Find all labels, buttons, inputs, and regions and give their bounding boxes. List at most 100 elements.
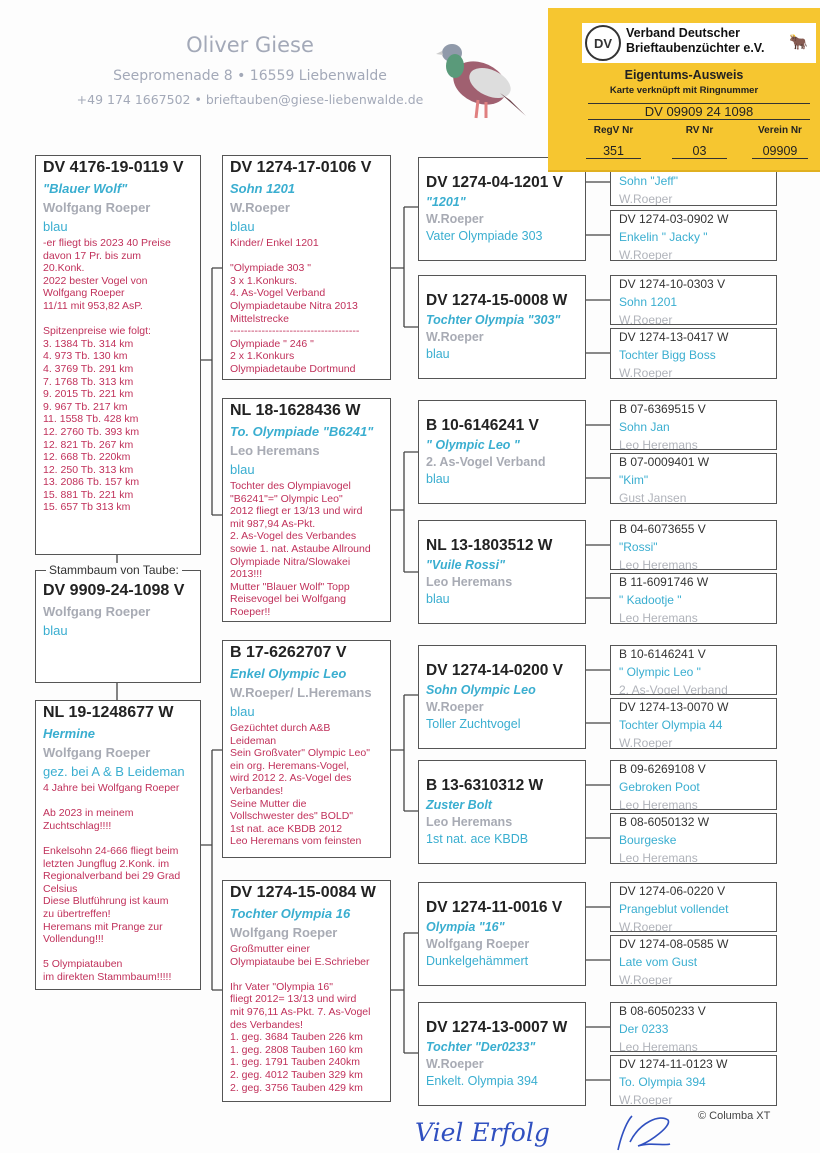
great-grandparent-card[interactable]: B 10-6146241 V " Olympic Leo " 2. As-Vogel…: [418, 400, 586, 504]
gg-grandparent-card-owner: Leo Heremans: [619, 438, 698, 450]
grandparent-card-notes: Gezüchtet durch A&B Leideman Sein Großva…: [230, 722, 370, 848]
father-color: blau: [43, 219, 68, 234]
gg-grandparent-card-ring: DV 1274-03-0902 W: [619, 212, 729, 226]
gg-grandparent-card-name: Sohn 1201: [619, 295, 678, 309]
gg-grandparent-card-owner: Leo Heremans: [619, 798, 698, 810]
gg-grandparent-card-name: "Kim": [619, 473, 649, 487]
gg-grandparent-card-owner: Leo Heremans: [619, 611, 698, 624]
grandparent-card-name: Enkel Olympic Leo: [230, 666, 347, 681]
mother-color: gez. bei A & B Leideman: [43, 764, 185, 779]
gg-grandparent-card[interactable]: DV 1274-11-0123 W To. Olympia 394 W.Roeper: [610, 1055, 777, 1106]
great-grandparent-card-col: blau: [426, 472, 450, 486]
gg-grandparent-card-owner: Leo Heremans: [619, 1040, 698, 1052]
grandparent-card-name: To. Olympiade "B6241": [230, 424, 374, 439]
great-grandparent-card-owner: Leo Heremans: [426, 575, 513, 589]
great-grandparent-card[interactable]: DV 1274-15-0008 W Tochter Olympia "303" W.…: [418, 275, 586, 379]
card-subtitle: Karte verknüpft mit Ringnummer: [609, 85, 759, 96]
card-label-verein: Verein Nr: [758, 125, 802, 136]
father-name: "Blauer Wolf": [43, 181, 128, 196]
card-value-regv: 351: [586, 144, 641, 159]
gg-grandparent-card-name: To. Olympia 394: [619, 1075, 706, 1089]
mother-notes: 4 Jahre bei Wolfgang Roeper Ab 2023 in m…: [43, 782, 181, 983]
gg-grandparent-card[interactable]: DV 1274-13-0417 W Tochter Bigg Boss W.Roep…: [610, 328, 777, 379]
grandparent-card[interactable]: DV 1274-15-0084 W Tochter Olympia 16 Wolfg…: [222, 880, 391, 1102]
great-grandparent-card-owner: W.Roeper: [426, 212, 484, 226]
great-grandparent-card-name: Tochter "Der0233": [426, 1040, 536, 1054]
great-grandparent-card[interactable]: DV 1274-04-1201 V "1201" W.Roeper Vater Oly…: [418, 157, 586, 261]
great-grandparent-card-owner: W.Roeper: [426, 700, 484, 714]
gg-grandparent-card-name: "Rossi": [619, 540, 658, 554]
grandparent-card-owner: W.Roeper: [230, 200, 290, 215]
grandparent-card-ring: DV 1274-17-0106 V: [230, 159, 372, 176]
subject-card[interactable]: DV 9909-24-1098 V Wolfgang Roeper blau: [35, 570, 201, 683]
gg-grandparent-card[interactable]: B 08-6050233 V Der 0233 Leo Heremans: [610, 1002, 777, 1052]
gg-grandparent-card[interactable]: B 10-6146241 V " Olympic Leo " 2. As-Vogel…: [610, 645, 777, 695]
grandparent-card[interactable]: B 17-6262707 V Enkel Olympic Leo W.Roeper/…: [222, 640, 391, 858]
gg-grandparent-card[interactable]: B 07-0009401 W "Kim" Gust Jansen: [610, 453, 777, 504]
gg-grandparent-card-name: Late vom Gust: [619, 955, 698, 969]
gg-grandparent-card-ring: DV 1274-06-0220 V: [619, 884, 726, 898]
gg-grandparent-card[interactable]: B 07-6369515 V Sohn Jan Leo Heremans: [610, 400, 777, 450]
gg-grandparent-card-ring: DV 1274-13-0417 W: [619, 330, 729, 344]
gg-grandparent-card[interactable]: DV 1274-03-0902 W Enkelin " Jacky " W.Roep…: [610, 210, 777, 261]
grandparent-card-notes: Tochter des Olympiavogel "B6241"=" Olymp…: [230, 480, 371, 618]
gg-grandparent-card-owner: W.Roeper: [619, 366, 673, 379]
card-value-verein: 09909: [752, 144, 808, 159]
bull-emblem-icon: 🐂: [789, 34, 808, 51]
gg-grandparent-card-owner: W.Roeper: [619, 1093, 673, 1106]
great-grandparent-card-name: " Olympic Leo ": [426, 438, 520, 452]
grandparent-card[interactable]: NL 18-1628436 W To. Olympiade "B6241" Leo …: [222, 398, 391, 622]
gg-grandparent-card-name: " Olympic Leo ": [619, 665, 701, 679]
father-card[interactable]: DV 4176-19-0119 V "Blauer Wolf" Wolfgang…: [35, 155, 201, 555]
grandparent-card-notes: Kinder/ Enkel 1201 "Olympiade 303 " 3 x …: [230, 237, 360, 375]
handwritten-note: Viel Erfolg: [415, 1118, 550, 1147]
grandparent-card-ring: NL 18-1628436 W: [230, 402, 361, 419]
gg-grandparent-card-ring: DV 1274-10-0303 V: [619, 277, 726, 291]
mother-owner: Wolfgang Roeper: [43, 745, 151, 760]
great-grandparent-card-ring: DV 1274-04-1201 V: [426, 174, 564, 191]
grandparent-card-owner: Wolfgang Roeper: [230, 925, 338, 940]
copyright: © Columba XT: [698, 1110, 771, 1122]
great-grandparent-card[interactable]: DV 1274-14-0200 V Sohn Olympic Leo W.Roepe…: [418, 645, 586, 749]
grandparent-card-col: blau: [230, 462, 255, 477]
great-grandparent-card-name: "Vuile Rossi": [426, 558, 506, 572]
gg-grandparent-card[interactable]: B 04-6073655 V "Rossi" Leo Heremans: [610, 520, 777, 570]
card-header: DV Verband Deutscher Brieftaubenzüchter …: [582, 23, 816, 63]
gg-grandparent-card[interactable]: DV 1274-08-0585 W Late vom Gust W.Roeper: [610, 935, 777, 986]
gg-grandparent-card[interactable]: DV 1274-06-0220 V Prangeblut vollendet W.R…: [610, 882, 777, 932]
signature: [617, 1115, 671, 1151]
gg-grandparent-card-owner: Leo Heremans: [619, 851, 698, 864]
mother-ring: NL 19-1248677 W: [43, 704, 174, 721]
gg-grandparent-card[interactable]: B 11-6091746 W " Kadootje " Leo Heremans: [610, 573, 777, 624]
great-grandparent-card-name: Olympia "16": [426, 920, 505, 934]
great-grandparent-card[interactable]: DV 1274-11-0016 V Olympia "16" Wolfgang Ro…: [418, 882, 586, 986]
gg-grandparent-card-name: Sohn "Jeff": [619, 174, 679, 188]
gg-grandparent-card-owner: 2. As-Vogel Verband: [619, 683, 728, 695]
great-grandparent-card[interactable]: NL 13-1803512 W "Vuile Rossi" Leo Heremans…: [418, 520, 586, 624]
grandparent-card[interactable]: DV 1274-17-0106 V Sohn 1201 W.Roeper blau Ki…: [222, 155, 391, 380]
great-grandparent-card-col: Vater Olympiade 303: [426, 229, 543, 243]
great-grandparent-card[interactable]: B 13-6310312 W Zuster Bolt Leo Heremans 1st…: [418, 760, 586, 864]
gg-grandparent-card[interactable]: DV 1274-10-0303 V Sohn 1201 W.Roeper: [610, 275, 777, 325]
gg-grandparent-card[interactable]: DV 1274-13-0070 W Tochter Olympia 44 W.Roe…: [610, 698, 777, 749]
mother-card[interactable]: NL 19-1248677 W Hermine Wolfgang Roeper …: [35, 700, 201, 990]
gg-grandparent-card-name: Tochter Olympia 44: [619, 718, 723, 732]
gg-grandparent-card[interactable]: B 08-6050132 W Bourgeske Leo Heremans: [610, 813, 777, 864]
gg-grandparent-card-name: Prangeblut vollendet: [619, 902, 729, 916]
great-grandparent-card-ring: DV 1274-13-0007 W: [426, 1019, 568, 1036]
card-value-rv: 03: [672, 144, 727, 159]
father-ring: DV 4176-19-0119 V: [43, 159, 184, 176]
great-grandparent-card-col: blau: [426, 592, 450, 606]
gg-grandparent-card-owner: W.Roeper: [619, 192, 673, 206]
great-grandparent-card-ring: DV 1274-11-0016 V: [426, 899, 563, 916]
gg-grandparent-card-owner: W.Roeper: [619, 313, 673, 325]
pigeon-image: [436, 44, 526, 119]
great-grandparent-card[interactable]: DV 1274-13-0007 W Tochter "Der0233" W.Roep…: [418, 1002, 586, 1106]
gg-grandparent-card-name: Sohn Jan: [619, 420, 670, 434]
gg-grandparent-card-owner: Gust Jansen: [619, 491, 687, 504]
grandparent-card-owner: Leo Heremans: [230, 443, 320, 458]
great-grandparent-card-col: 1st nat. ace KBDB: [426, 832, 529, 846]
breeder-address: Seepromenade 8 • 16559 Liebenwalde: [113, 68, 387, 84]
gg-grandparent-card[interactable]: B 09-6269108 V Gebroken Poot Leo Heremans: [610, 760, 777, 810]
card-ring: DV 09909 24 1098: [588, 103, 810, 120]
